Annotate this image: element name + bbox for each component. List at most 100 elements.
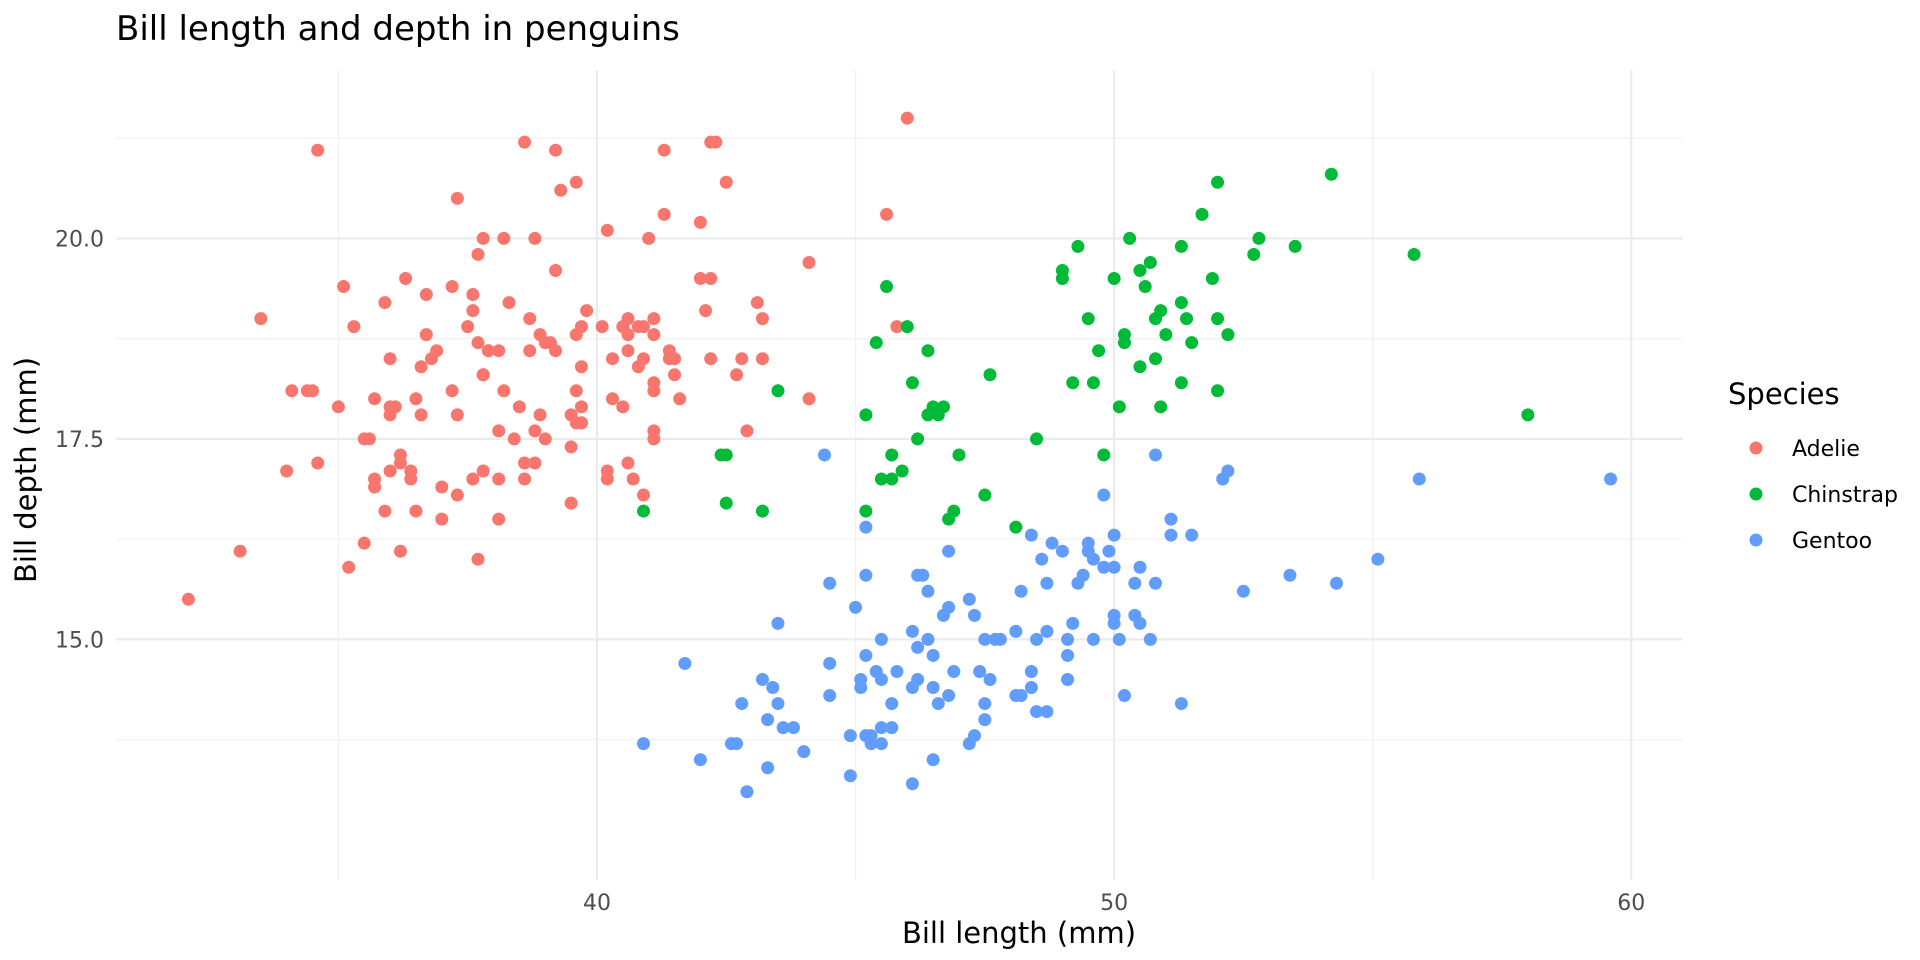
data-point (616, 400, 630, 414)
data-point (936, 400, 950, 414)
data-point (528, 456, 542, 470)
data-point (435, 512, 449, 526)
data-point (502, 296, 516, 310)
data-point (331, 400, 345, 414)
legend-swatch-adelie (1749, 441, 1763, 455)
data-point (1030, 705, 1044, 719)
data-point (1117, 336, 1131, 350)
data-point (1174, 296, 1188, 310)
series-gentoo (637, 448, 1618, 799)
data-point (647, 328, 661, 342)
data-point (414, 408, 428, 422)
data-point (926, 681, 940, 695)
data-point (704, 272, 718, 286)
data-point (1030, 432, 1044, 446)
data-point (549, 344, 563, 358)
data-point (285, 384, 299, 398)
data-point (885, 721, 899, 735)
data-point (518, 456, 532, 470)
data-point (1148, 448, 1162, 462)
data-point (1143, 632, 1157, 646)
data-point (393, 456, 407, 470)
data-point (600, 223, 614, 237)
data-point (471, 247, 485, 261)
data-point (409, 504, 423, 518)
data-point (523, 344, 537, 358)
data-point (1040, 624, 1054, 638)
data-point (1604, 472, 1618, 486)
data-point (311, 456, 325, 470)
data-point (1236, 584, 1250, 598)
data-point (528, 231, 542, 245)
data-point (621, 344, 635, 358)
data-point (564, 408, 578, 422)
data-point (574, 416, 588, 430)
data-point (1164, 512, 1178, 526)
data-point (931, 697, 945, 711)
data-point (823, 576, 837, 590)
data-point (947, 664, 961, 678)
data-point (983, 673, 997, 687)
data-point (859, 648, 873, 662)
data-point (1076, 568, 1090, 582)
x-axis-title: Bill length (mm) (902, 916, 1136, 950)
data-point (1030, 632, 1044, 646)
data-point (471, 552, 485, 566)
data-point (905, 777, 919, 791)
data-point (885, 472, 899, 486)
data-point (1247, 247, 1261, 261)
data-point (880, 280, 894, 294)
data-point (1097, 448, 1111, 462)
data-point (471, 336, 485, 350)
data-point (637, 320, 651, 334)
data-point (549, 143, 563, 157)
data-point (911, 432, 925, 446)
data-point (430, 344, 444, 358)
data-point (1128, 576, 1142, 590)
data-point (1221, 464, 1235, 478)
data-point (497, 384, 511, 398)
data-point (476, 368, 490, 382)
data-point (1009, 624, 1023, 638)
data-point (357, 536, 371, 550)
data-point (942, 544, 956, 558)
data-point (874, 632, 888, 646)
x-tick-labels: 40 50 60 (583, 891, 1645, 916)
legend-swatch-chinstrap (1749, 487, 1763, 501)
data-point (637, 352, 651, 366)
data-point (657, 207, 671, 221)
data-point (900, 111, 914, 125)
data-point (740, 424, 754, 438)
data-point (492, 472, 506, 486)
data-point (368, 392, 382, 406)
data-point (761, 761, 775, 775)
data-point (1086, 376, 1100, 390)
data-point (755, 673, 769, 687)
data-point (1024, 681, 1038, 695)
data-point (786, 721, 800, 735)
x-tick-label: 60 (1617, 891, 1645, 916)
data-point (569, 384, 583, 398)
data-point (978, 632, 992, 646)
data-point (1133, 263, 1147, 277)
data-point (1107, 272, 1121, 286)
data-point (1174, 697, 1188, 711)
data-point (854, 681, 868, 695)
data-point (761, 713, 775, 727)
data-point (693, 272, 707, 286)
data-point (890, 320, 904, 334)
data-point (1014, 584, 1028, 598)
data-point (802, 255, 816, 269)
data-point (1138, 280, 1152, 294)
data-point (1324, 167, 1338, 181)
data-point (1133, 360, 1147, 374)
data-point (342, 560, 356, 574)
data-point (564, 496, 578, 510)
data-point (926, 648, 940, 662)
data-point (574, 320, 588, 334)
legend-label-chinstrap: Chinstrap (1792, 483, 1898, 508)
data-point (1024, 664, 1038, 678)
data-point (874, 721, 888, 735)
series-chinstrap (637, 167, 1535, 534)
data-point (771, 697, 785, 711)
